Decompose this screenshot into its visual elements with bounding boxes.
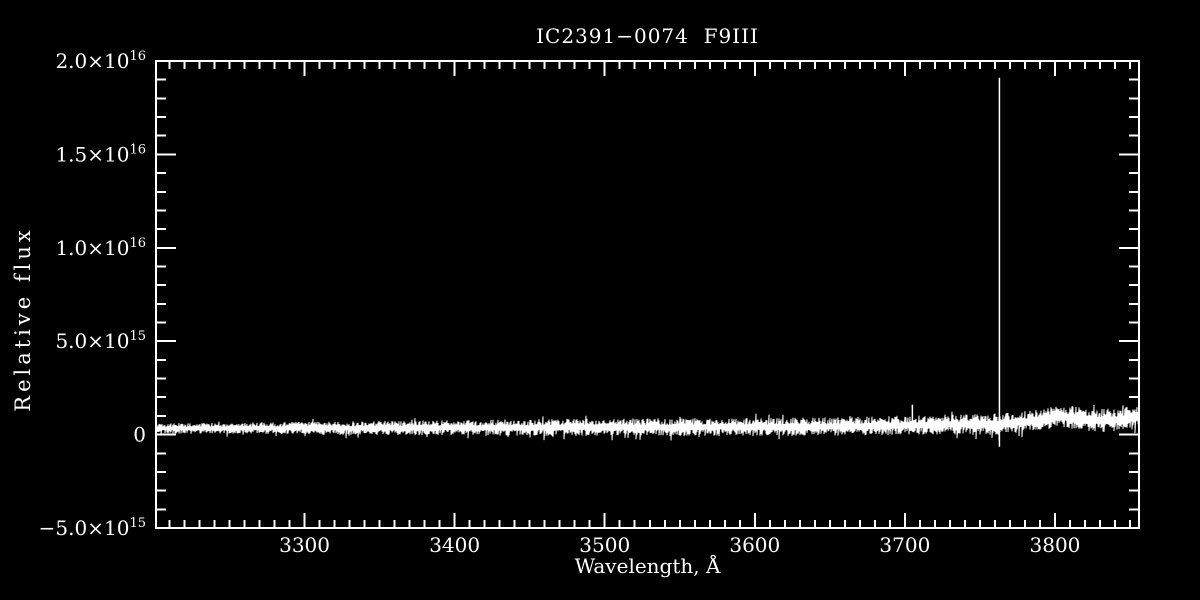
y-tick-label: 1.0×1016 [55, 236, 146, 260]
x-tick-label: 3600 [729, 533, 780, 557]
plot-box [155, 60, 1140, 529]
x-tick-label: 3500 [579, 533, 630, 557]
y-tick-label: 2.0×1016 [55, 49, 146, 73]
plot-title: IC2391−0074 F9III [536, 24, 759, 48]
y-tick-label: 5.0×1015 [55, 329, 146, 353]
x-tick-label: 3800 [1030, 533, 1081, 557]
y-tick-label: −5.0×1015 [39, 516, 146, 540]
y-tick-label: 1.5×1016 [55, 142, 146, 166]
x-axis-label: Wavelength, Å [574, 554, 721, 578]
y-tick-label: 0 [133, 423, 146, 447]
x-tick-label: 3300 [279, 533, 330, 557]
x-tick-label: 3400 [429, 533, 480, 557]
y-axis-label: Relative flux [11, 226, 35, 412]
x-tick-label: 3700 [879, 533, 930, 557]
spectrum-path [156, 404, 1139, 441]
